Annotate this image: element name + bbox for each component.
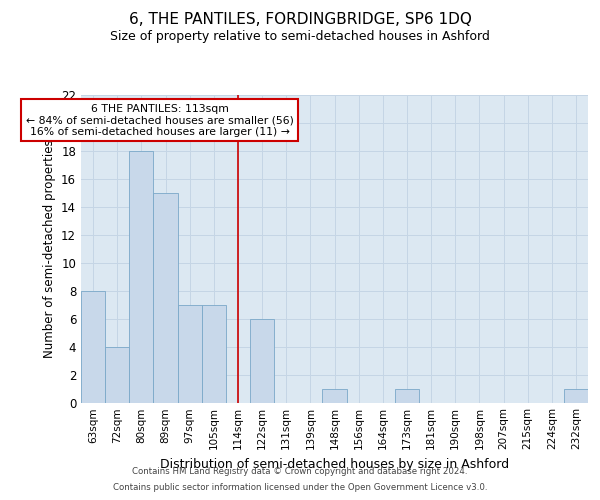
Bar [250,318,274,402]
Text: Contains HM Land Registry data © Crown copyright and database right 2024.: Contains HM Land Registry data © Crown c… [132,467,468,476]
Text: 6, THE PANTILES, FORDINGBRIDGE, SP6 1DQ: 6, THE PANTILES, FORDINGBRIDGE, SP6 1DQ [128,12,472,28]
Y-axis label: Number of semi-detached properties: Number of semi-detached properties [43,140,56,358]
Bar [105,346,129,403]
Bar [178,304,202,402]
Bar [395,388,419,402]
Bar [564,388,588,402]
Text: Size of property relative to semi-detached houses in Ashford: Size of property relative to semi-detach… [110,30,490,43]
Bar [154,193,178,402]
Bar [322,388,347,402]
Bar [129,151,154,403]
Text: 6 THE PANTILES: 113sqm
← 84% of semi-detached houses are smaller (56)
16% of sem: 6 THE PANTILES: 113sqm ← 84% of semi-det… [26,104,293,137]
Bar [81,290,105,403]
Text: Contains public sector information licensed under the Open Government Licence v3: Contains public sector information licen… [113,484,487,492]
X-axis label: Distribution of semi-detached houses by size in Ashford: Distribution of semi-detached houses by … [160,458,509,471]
Bar [202,304,226,402]
